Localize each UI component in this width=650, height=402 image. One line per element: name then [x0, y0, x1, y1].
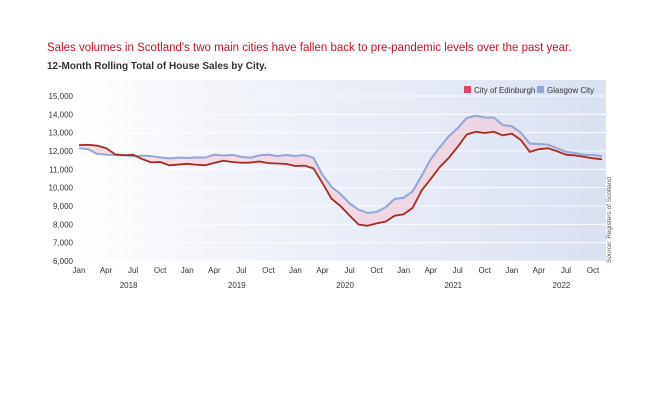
y-tick-label: 13,000 [49, 129, 74, 138]
x-tick-label: Oct [370, 266, 383, 275]
chart-headline: Sales volumes in Scotland's two main cit… [47, 42, 572, 54]
y-tick-label: 15,000 [49, 92, 74, 101]
plot-background [75, 80, 606, 261]
legend-swatch-glasgow [537, 86, 544, 93]
x-tick-label: Jan [181, 266, 194, 275]
x-tick-label: Jul [236, 266, 246, 275]
legend-swatch-edinburgh [464, 86, 471, 93]
x-tick-label: Jul [453, 266, 463, 275]
legend-label-edinburgh: City of Edinburgh [474, 86, 535, 95]
x-tick-label: Apr [424, 266, 437, 275]
x-tick-label: Oct [479, 266, 492, 275]
y-tick-label: 14,000 [49, 110, 74, 119]
x-tick-label: Apr [316, 266, 329, 275]
x-tick-label: Oct [262, 266, 275, 275]
year-label: 2022 [553, 281, 571, 290]
y-tick-label: 12,000 [49, 147, 74, 156]
legend-label-glasgow: Glasgow City [547, 86, 594, 95]
series-line-glasgow [78, 114, 603, 214]
series-line-edinburgh [78, 130, 603, 227]
y-tick-label: 8,000 [53, 220, 74, 229]
legend: City of Edinburgh Glasgow City [464, 86, 594, 95]
year-label: 2019 [228, 281, 246, 290]
y-axis: 6,000 7,000 8,000 9,000 10,000 11,000 12,000 13… [49, 92, 74, 266]
y-tick-label: 11,000 [49, 165, 73, 174]
x-tick-label: Apr [208, 266, 221, 275]
x-tick-label: Jan [505, 266, 518, 275]
series-areas [79, 115, 602, 226]
year-labels: 2018 2019 2020 2021 2022 [120, 281, 571, 290]
x-tick-label: Apr [533, 266, 546, 275]
x-tick-label: Jan [289, 266, 302, 275]
x-tick-label: Jul [561, 266, 571, 275]
series-lines [78, 114, 603, 227]
x-tick-label: Apr [100, 266, 113, 275]
source-note: Source: Registers of Scotland [606, 177, 613, 263]
y-tick-label: 6,000 [53, 257, 74, 266]
x-tick-label: Jan [397, 266, 410, 275]
year-label: 2021 [444, 281, 462, 290]
gap-band [79, 115, 602, 226]
year-label: 2020 [336, 281, 354, 290]
x-tick-label: Jan [73, 266, 86, 275]
x-tick-label: Jul [128, 266, 138, 275]
x-axis: Jan Apr Jul Oct Jan Apr Jul Oct Jan Apr Jul Oct Jan A… [73, 266, 600, 275]
x-tick-label: Oct [154, 266, 167, 275]
chart-subtitle: 12-Month Rolling Total of House Sales by… [47, 61, 267, 72]
y-tick-label: 10,000 [49, 184, 74, 193]
year-label: 2018 [120, 281, 138, 290]
x-tick-label: Jul [344, 266, 354, 275]
y-tick-label: 7,000 [53, 239, 74, 248]
y-tick-label: 9,000 [53, 202, 74, 211]
x-tick-label: Oct [587, 266, 600, 275]
